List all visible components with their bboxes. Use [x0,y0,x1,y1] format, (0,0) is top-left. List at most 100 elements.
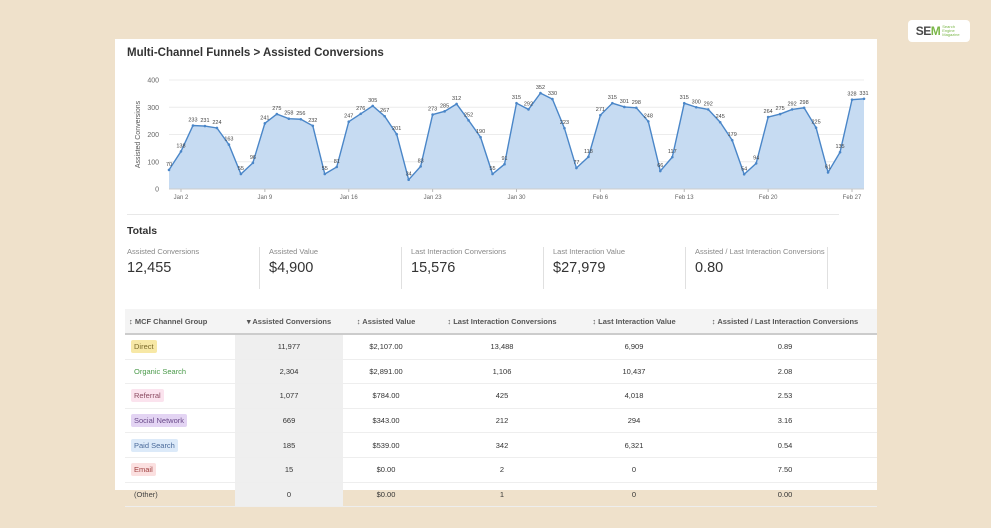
data-label: 312 [452,96,461,102]
channel-link[interactable]: Email [131,463,156,477]
table-row[interactable]: Direct 11,977 $2,107.00 13,488 6,909 0.89 [125,334,877,360]
data-label: 138 [176,143,185,149]
kpi-label: Assisted / Last Interaction Conversions [695,247,825,256]
logo-brand-a: SE [915,24,932,38]
channel-cell: Referral [125,383,235,409]
data-point [323,172,327,176]
data-label: 275 [272,106,281,112]
data-label: 328 [847,92,856,98]
data-label: 248 [644,113,653,119]
table-row[interactable]: Organic Search 2,304 $2,891.00 1,106 10,437 2… [125,359,877,385]
data-point [371,104,375,108]
data-label: 66 [657,163,663,169]
data-label: 233 [188,118,197,124]
data-point [790,108,794,111]
channel-link[interactable]: Direct [131,340,157,354]
ratio-cell: 0.00 [693,482,877,508]
table-row[interactable]: Email 15 $0.00 2 0 7.50 [125,457,877,483]
assisted-value-cell: $2,107.00 [343,334,429,360]
table-row[interactable]: Social Network 669 $343.00 212 294 3.16 [125,408,877,434]
data-point [455,102,458,106]
data-point [718,120,722,124]
data-point [383,114,386,118]
table-row[interactable]: Referral 1,077 $784.00 425 4,018 2.53 [125,383,877,409]
data-point [167,168,171,172]
kpi-value: 0.80 [695,260,724,276]
assisted-value-cell: $343.00 [343,408,429,434]
data-point [682,101,686,105]
kpi-assisted-conversions: Assisted Conversions 12,455 [127,247,260,289]
ratio-cell: 0.89 [693,334,877,360]
data-point [599,113,602,117]
x-tick-label: Feb 13 [675,195,694,201]
x-tick-label: Feb 27 [843,195,862,201]
data-label: 83 [418,158,424,164]
data-label: 94 [753,155,759,161]
data-label: 223 [560,120,569,126]
ratio-cell: 3.16 [693,408,877,434]
last-interaction-conversions-cell: 212 [429,408,575,434]
kpi-value: $4,900 [269,260,314,276]
data-label: 201 [392,126,401,132]
data-label: 300 [692,99,701,105]
channel-link[interactable]: Referral [131,389,164,403]
x-tick-label: Jan 9 [258,195,273,201]
data-label: 292 [704,101,713,107]
col-header-last-interaction-value[interactable]: ↕ Last Interaction Value [575,309,693,335]
col-header-assisted-conversions[interactable]: ▾ Assisted Conversions [235,309,343,335]
data-label: 247 [344,114,353,120]
channel-cell: Organic Search [125,359,235,385]
ratio-cell: 2.53 [693,383,877,409]
data-label: 271 [596,107,605,113]
data-point [706,108,710,111]
data-label: 258 [284,111,293,117]
data-point [419,165,422,168]
data-label: 301 [620,99,629,105]
table-row[interactable]: Paid Search 185 $539.00 342 6,321 0.54 [125,432,877,458]
data-point [251,161,255,165]
channel-cell: Email [125,457,235,483]
data-label: 225 [811,120,820,126]
data-label: 305 [368,98,377,104]
col-header-channel[interactable]: ↕ MCF Channel Group [125,309,235,335]
series-area [169,93,864,189]
assisted-value-cell: $0.00 [343,457,429,483]
y-tick-label: 200 [147,132,159,139]
data-point [575,166,578,170]
x-tick-label: Jan 23 [424,195,443,201]
data-point [479,135,482,139]
y-tick-label: 100 [147,159,159,166]
brand-logo: SEM Search Engine Magazine [908,20,970,42]
x-tick-label: Feb 6 [593,195,609,201]
channel-link[interactable]: (Other) [134,489,158,499]
data-label: 55 [322,166,328,172]
data-point [587,155,590,159]
data-point [778,112,782,116]
data-label: 91 [501,156,507,162]
channel-link[interactable]: Organic Search [134,366,187,376]
channel-link[interactable]: Social Network [131,414,188,428]
y-tick-label: 300 [147,105,159,112]
data-point [491,172,494,176]
col-header-assisted-value[interactable]: ↕ Assisted Value [343,309,429,335]
data-point [694,105,698,109]
data-label: 241 [260,115,269,121]
table-row[interactable]: (Other) 0 $0.00 1 0 0.00 [125,482,877,508]
channel-link[interactable]: Paid Search [131,438,178,452]
data-point [623,105,626,109]
page-title: Multi-Channel Funnels > Assisted Convers… [127,47,384,59]
data-label: 275 [776,106,785,112]
data-point [299,117,303,121]
kpi-label: Last Interaction Conversions [411,247,507,256]
last-interaction-value-cell: 10,437 [575,359,693,385]
assisted-conversions-chart: 0 100 200 300 400 Assisted Conversions 70 138 23… [135,78,869,202]
col-header-last-interaction-conversions[interactable]: ↕ Last Interaction Conversions [429,309,575,335]
data-label: 276 [356,106,365,112]
last-interaction-value-cell: 0 [575,457,693,483]
kpi-label: Last Interaction Value [553,247,625,256]
kpi-label: Assisted Conversions [127,247,200,256]
col-header-ratio[interactable]: ↕ Assisted / Last Interaction Conversion… [693,309,877,335]
kpi-assisted-last-ratio: Assisted / Last Interaction Conversions … [695,247,828,289]
data-point [838,150,842,154]
data-point [754,162,758,165]
